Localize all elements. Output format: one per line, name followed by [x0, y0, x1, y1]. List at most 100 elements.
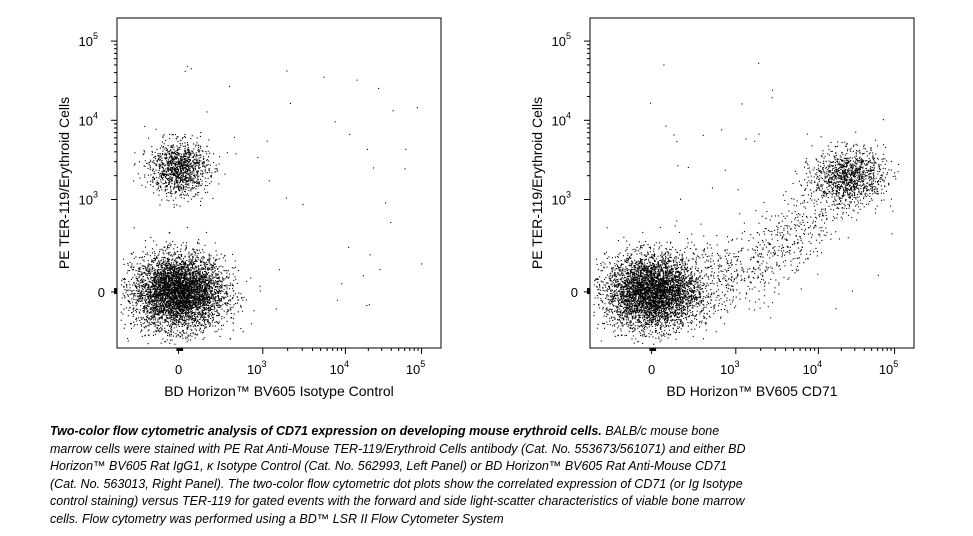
event-dot — [207, 292, 209, 294]
event-dot — [167, 278, 169, 280]
event-dot — [153, 324, 155, 326]
event-dot — [217, 285, 219, 287]
event-dot — [203, 289, 205, 291]
event-dot — [250, 277, 252, 279]
event-dot — [231, 317, 233, 319]
event-dot — [205, 287, 207, 289]
event-dot — [188, 259, 190, 261]
event-dot — [180, 285, 182, 287]
event-dot — [179, 278, 181, 280]
event-dot — [213, 282, 215, 284]
event-dot — [232, 318, 234, 320]
event-dot — [163, 275, 165, 277]
event-dot — [175, 287, 177, 289]
event-dot — [164, 341, 166, 343]
event-dot — [186, 304, 188, 306]
event-dot — [153, 313, 155, 315]
event-dot — [201, 256, 203, 258]
event-dot — [214, 259, 216, 261]
event-dot — [177, 311, 179, 313]
event-dot — [167, 293, 169, 295]
event-dot — [197, 320, 199, 322]
event-dot — [156, 309, 158, 311]
event-dot — [173, 314, 175, 316]
event-dot — [207, 315, 209, 317]
event-dot — [189, 258, 191, 260]
event-dot — [146, 302, 148, 304]
event-dot — [138, 257, 140, 259]
event-dot — [188, 319, 190, 321]
event-dot — [218, 288, 220, 290]
event-dot — [164, 270, 166, 272]
event-dot — [168, 312, 170, 314]
event-dot — [237, 299, 239, 301]
event-dot — [201, 315, 203, 317]
event-dot — [217, 291, 219, 293]
event-dot — [170, 266, 172, 268]
event-dot — [167, 314, 169, 316]
event-dot — [190, 288, 192, 290]
event-dot — [199, 270, 201, 272]
event-dot — [131, 327, 133, 329]
event-dot — [184, 276, 186, 278]
event-dot — [196, 325, 198, 327]
event-dot — [169, 296, 171, 298]
event-dot — [209, 287, 211, 289]
event-dot — [138, 270, 140, 272]
event-dot — [181, 335, 183, 337]
event-dot — [176, 282, 178, 284]
event-dot — [171, 292, 173, 294]
event-dot — [158, 289, 160, 291]
event-dot — [157, 312, 159, 314]
event-dot — [213, 266, 215, 268]
event-dot — [183, 304, 185, 306]
event-dot — [195, 318, 197, 320]
event-dot — [155, 275, 157, 277]
event-dot — [154, 315, 156, 317]
event-dot — [224, 278, 226, 280]
event-dot — [193, 296, 195, 298]
event-dot — [201, 305, 203, 307]
event-dot — [175, 312, 177, 314]
event-dot — [192, 262, 194, 264]
event-dot — [159, 279, 161, 281]
event-dot — [167, 296, 169, 298]
event-dot — [176, 267, 178, 269]
event-dot — [173, 300, 175, 302]
event-dot — [203, 325, 205, 327]
event-dot — [174, 280, 176, 282]
event-dot — [143, 256, 145, 258]
event-dot — [218, 304, 220, 306]
event-dot — [150, 323, 152, 325]
event-dot — [207, 283, 209, 285]
event-dot — [153, 309, 155, 311]
event-dot — [199, 272, 201, 274]
event-dot — [163, 298, 165, 300]
event-dot — [218, 277, 220, 279]
event-dot — [188, 323, 190, 325]
event-dot — [155, 283, 157, 285]
event-dot — [169, 242, 171, 244]
event-dot — [190, 292, 192, 294]
event-dot — [221, 299, 223, 301]
event-dot — [209, 285, 211, 287]
event-dot — [155, 305, 157, 307]
event-dot — [166, 316, 168, 318]
event-dot — [172, 292, 174, 294]
event-dot — [147, 318, 149, 320]
event-dot — [148, 265, 150, 267]
event-dot — [176, 296, 178, 298]
event-dot — [142, 286, 144, 288]
event-dot — [182, 299, 184, 301]
event-dot — [211, 315, 213, 317]
event-dot — [184, 265, 186, 267]
event-dot — [190, 328, 192, 330]
event-dot — [194, 324, 196, 326]
event-dot — [196, 290, 198, 292]
event-dot — [209, 309, 211, 311]
event-dot — [166, 258, 168, 260]
event-dot — [163, 305, 165, 307]
event-dot — [142, 310, 144, 312]
event-dot — [180, 267, 182, 269]
event-dot — [164, 290, 166, 292]
